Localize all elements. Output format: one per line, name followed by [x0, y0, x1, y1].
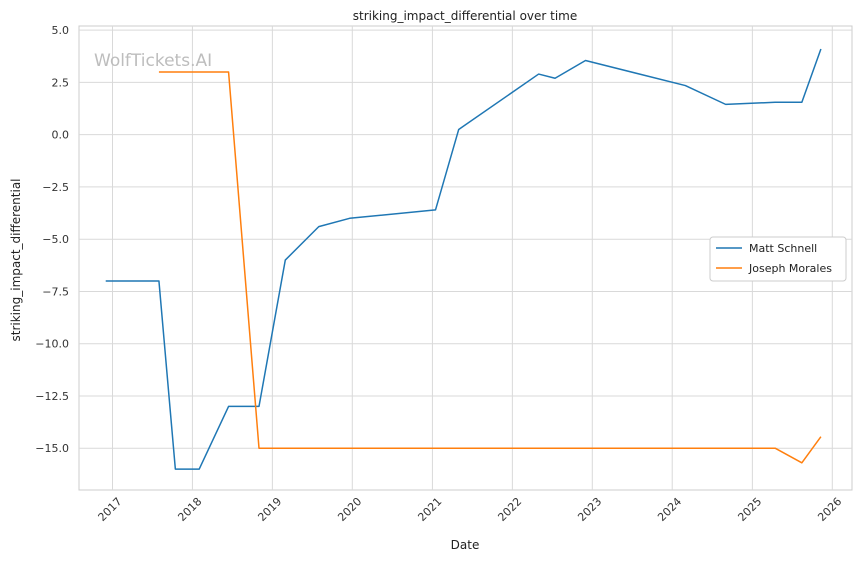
- x-tick-label: 2018: [175, 495, 204, 524]
- x-tick-label: 2026: [815, 495, 844, 524]
- y-axis-ticks: 5.0 2.5 0.0 −2.5 −5.0 −7.5 −10.0 −12.5 −15.0: [35, 24, 69, 455]
- series-line-matt-schnell: [105, 48, 822, 470]
- watermark: WolfTickets.AI: [94, 51, 212, 71]
- series-line-joseph-morales: [158, 71, 822, 464]
- x-tick-label: 2025: [735, 495, 764, 524]
- legend-box: [709, 236, 847, 282]
- chart-title: striking_impact_differential over time: [353, 9, 578, 23]
- y-tick-label: −12.5: [35, 390, 69, 403]
- y-tick-label: −10.0: [35, 338, 69, 351]
- x-tick-label: 2022: [495, 495, 524, 524]
- x-tick-label: 2020: [335, 495, 364, 524]
- x-tick-label: 2017: [96, 495, 125, 524]
- legend-label-joseph-morales: Joseph Morales: [748, 262, 832, 275]
- x-tick-label: 2021: [415, 495, 444, 524]
- x-axis-title: Date: [451, 538, 480, 552]
- y-tick-label: −2.5: [42, 181, 69, 194]
- x-axis-ticks: 2017 2018 2019 2020 2021 2022 2023 2024 2025 2026: [96, 495, 845, 524]
- y-tick-label: 0.0: [52, 129, 70, 142]
- x-tick-label: 2024: [655, 495, 684, 524]
- y-tick-label: −15.0: [35, 442, 69, 455]
- x-tick-label: 2023: [575, 495, 604, 524]
- series-layer: [105, 48, 822, 470]
- y-axis-title: striking_impact_differential: [9, 178, 23, 341]
- legend: Matt Schnell Joseph Morales: [709, 236, 847, 282]
- legend-label-matt-schnell: Matt Schnell: [749, 242, 817, 255]
- y-tick-label: −5.0: [42, 233, 69, 246]
- x-tick-label: 2019: [255, 495, 284, 524]
- y-tick-label: 5.0: [52, 24, 70, 37]
- y-tick-label: 2.5: [52, 76, 70, 89]
- y-tick-label: −7.5: [42, 285, 69, 298]
